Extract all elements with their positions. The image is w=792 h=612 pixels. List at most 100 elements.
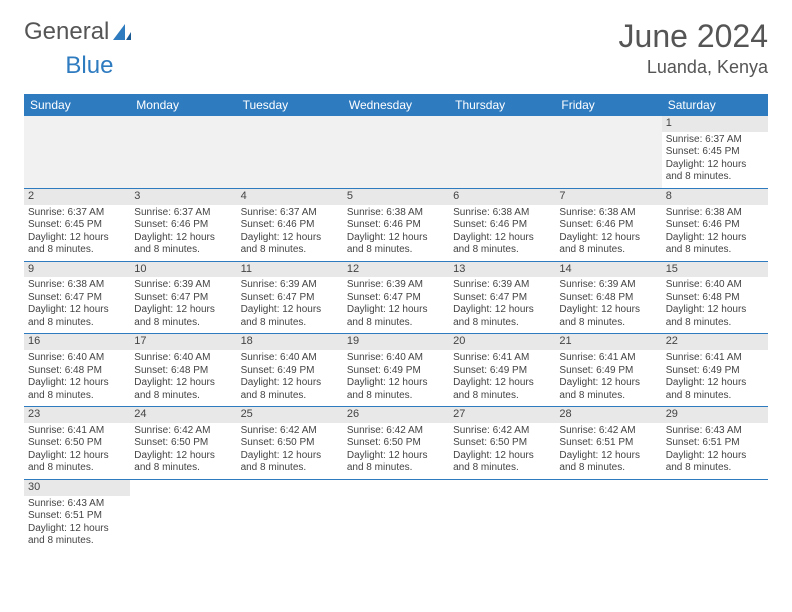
day-number: 3: [130, 189, 236, 205]
day-number: 11: [237, 262, 343, 278]
day-cell: 30Sunrise: 6:43 AMSunset: 6:51 PMDayligh…: [24, 479, 130, 551]
day-info: Sunrise: 6:39 AMSunset: 6:48 PMDaylight:…: [559, 279, 657, 329]
sunrise-text: Sunrise: 6:37 AM: [666, 134, 764, 147]
sunset-text: Sunset: 6:50 PM: [453, 437, 551, 450]
sunset-text: Sunset: 6:50 PM: [241, 437, 339, 450]
day-number: 13: [449, 262, 555, 278]
day-number: 16: [24, 334, 130, 350]
day-cell: 27Sunrise: 6:42 AMSunset: 6:50 PMDayligh…: [449, 407, 555, 480]
day-number: 2: [24, 189, 130, 205]
day-info: Sunrise: 6:41 AMSunset: 6:49 PMDaylight:…: [453, 352, 551, 402]
empty-cell: [24, 116, 130, 188]
sunset-text: Sunset: 6:49 PM: [453, 365, 551, 378]
sunset-text: Sunset: 6:46 PM: [559, 219, 657, 232]
logo-text-general: General: [24, 18, 109, 46]
day-cell: 12Sunrise: 6:39 AMSunset: 6:47 PMDayligh…: [343, 261, 449, 334]
sunrise-text: Sunrise: 6:42 AM: [134, 425, 232, 438]
sunset-text: Sunset: 6:50 PM: [134, 437, 232, 450]
empty-cell: [343, 479, 449, 551]
sunset-text: Sunset: 6:48 PM: [559, 292, 657, 305]
sunset-text: Sunset: 6:47 PM: [453, 292, 551, 305]
sunset-text: Sunset: 6:49 PM: [559, 365, 657, 378]
day-cell: 3Sunrise: 6:37 AMSunset: 6:46 PMDaylight…: [130, 188, 236, 261]
sunrise-text: Sunrise: 6:41 AM: [559, 352, 657, 365]
day-info: Sunrise: 6:37 AMSunset: 6:45 PMDaylight:…: [28, 207, 126, 257]
month-year-title: June 2024: [619, 18, 768, 55]
daylight-text: Daylight: 12 hours and 8 minutes.: [241, 377, 339, 402]
sunrise-text: Sunrise: 6:43 AM: [666, 425, 764, 438]
day-cell: 7 Sunrise: 6:38 AMSunset: 6:46 PMDaylight…: [555, 188, 661, 261]
day-number: 24: [130, 407, 236, 423]
sunrise-text: Sunrise: 6:42 AM: [453, 425, 551, 438]
day-cell: 28Sunrise: 6:42 AMSunset: 6:51 PMDayligh…: [555, 407, 661, 480]
logo-text-blue: Blue: [65, 52, 113, 80]
day-cell: 20Sunrise: 6:41 AMSunset: 6:49 PMDayligh…: [449, 334, 555, 407]
sunset-text: Sunset: 6:51 PM: [28, 510, 126, 523]
calendar-week-row: 16Sunrise: 6:40 AMSunset: 6:48 PMDayligh…: [24, 334, 768, 407]
day-number: 8: [662, 189, 768, 205]
sunrise-text: Sunrise: 6:40 AM: [134, 352, 232, 365]
day-cell: 18Sunrise: 6:40 AMSunset: 6:49 PMDayligh…: [237, 334, 343, 407]
daylight-text: Daylight: 12 hours and 8 minutes.: [559, 377, 657, 402]
day-cell: 15Sunrise: 6:40 AMSunset: 6:48 PMDayligh…: [662, 261, 768, 334]
day-number: 7: [555, 189, 661, 205]
day-info: Sunrise: 6:42 AMSunset: 6:50 PMDaylight:…: [134, 425, 232, 475]
day-info: Sunrise: 6:42 AMSunset: 6:50 PMDaylight:…: [241, 425, 339, 475]
empty-cell: [130, 479, 236, 551]
day-number: 5: [343, 189, 449, 205]
daylight-text: Daylight: 12 hours and 8 minutes.: [559, 232, 657, 257]
daylight-text: Daylight: 12 hours and 8 minutes.: [28, 523, 126, 548]
day-number: 4: [237, 189, 343, 205]
day-cell: 25Sunrise: 6:42 AMSunset: 6:50 PMDayligh…: [237, 407, 343, 480]
day-cell: 23Sunrise: 6:41 AMSunset: 6:50 PMDayligh…: [24, 407, 130, 480]
daylight-text: Daylight: 12 hours and 8 minutes.: [347, 377, 445, 402]
daylight-text: Daylight: 12 hours and 8 minutes.: [666, 450, 764, 475]
daylight-text: Daylight: 12 hours and 8 minutes.: [347, 232, 445, 257]
logo-sail-icon: [111, 22, 133, 42]
col-monday: Monday: [130, 94, 236, 116]
empty-cell: [130, 116, 236, 188]
sunset-text: Sunset: 6:45 PM: [28, 219, 126, 232]
day-cell: 2 Sunrise: 6:37 AMSunset: 6:45 PMDaylight…: [24, 188, 130, 261]
sunrise-text: Sunrise: 6:39 AM: [134, 279, 232, 292]
day-cell: 16Sunrise: 6:40 AMSunset: 6:48 PMDayligh…: [24, 334, 130, 407]
daylight-text: Daylight: 12 hours and 8 minutes.: [453, 232, 551, 257]
day-number: 18: [237, 334, 343, 350]
day-cell: 1Sunrise: 6:37 AMSunset: 6:45 PMDaylight…: [662, 116, 768, 188]
day-number: 28: [555, 407, 661, 423]
sunrise-text: Sunrise: 6:38 AM: [453, 207, 551, 220]
day-info: Sunrise: 6:40 AMSunset: 6:49 PMDaylight:…: [347, 352, 445, 402]
sunrise-text: Sunrise: 6:40 AM: [28, 352, 126, 365]
empty-cell: [343, 116, 449, 188]
day-info: Sunrise: 6:38 AMSunset: 6:46 PMDaylight:…: [559, 207, 657, 257]
sunrise-text: Sunrise: 6:41 AM: [666, 352, 764, 365]
day-number: 12: [343, 262, 449, 278]
daylight-text: Daylight: 12 hours and 8 minutes.: [347, 450, 445, 475]
daylight-text: Daylight: 12 hours and 8 minutes.: [453, 304, 551, 329]
daylight-text: Daylight: 12 hours and 8 minutes.: [134, 232, 232, 257]
calendar-week-row: 9Sunrise: 6:38 AMSunset: 6:47 PMDaylight…: [24, 261, 768, 334]
day-number: 30: [24, 480, 130, 496]
day-info: Sunrise: 6:41 AMSunset: 6:49 PMDaylight:…: [666, 352, 764, 402]
daylight-text: Daylight: 12 hours and 8 minutes.: [134, 450, 232, 475]
day-number: 19: [343, 334, 449, 350]
day-cell: 11Sunrise: 6:39 AMSunset: 6:47 PMDayligh…: [237, 261, 343, 334]
sunrise-text: Sunrise: 6:42 AM: [241, 425, 339, 438]
sunset-text: Sunset: 6:46 PM: [347, 219, 445, 232]
day-cell: 14Sunrise: 6:39 AMSunset: 6:48 PMDayligh…: [555, 261, 661, 334]
daylight-text: Daylight: 12 hours and 8 minutes.: [28, 304, 126, 329]
day-info: Sunrise: 6:39 AMSunset: 6:47 PMDaylight:…: [241, 279, 339, 329]
sunset-text: Sunset: 6:46 PM: [134, 219, 232, 232]
calendar-table: Sunday Monday Tuesday Wednesday Thursday…: [24, 94, 768, 552]
sunrise-text: Sunrise: 6:38 AM: [28, 279, 126, 292]
sunrise-text: Sunrise: 6:39 AM: [347, 279, 445, 292]
col-thursday: Thursday: [449, 94, 555, 116]
daylight-text: Daylight: 12 hours and 8 minutes.: [134, 377, 232, 402]
day-cell: 26Sunrise: 6:42 AMSunset: 6:50 PMDayligh…: [343, 407, 449, 480]
daylight-text: Daylight: 12 hours and 8 minutes.: [559, 304, 657, 329]
day-info: Sunrise: 6:43 AMSunset: 6:51 PMDaylight:…: [666, 425, 764, 475]
daylight-text: Daylight: 12 hours and 8 minutes.: [28, 377, 126, 402]
sunrise-text: Sunrise: 6:41 AM: [453, 352, 551, 365]
daylight-text: Daylight: 12 hours and 8 minutes.: [559, 450, 657, 475]
daylight-text: Daylight: 12 hours and 8 minutes.: [28, 232, 126, 257]
